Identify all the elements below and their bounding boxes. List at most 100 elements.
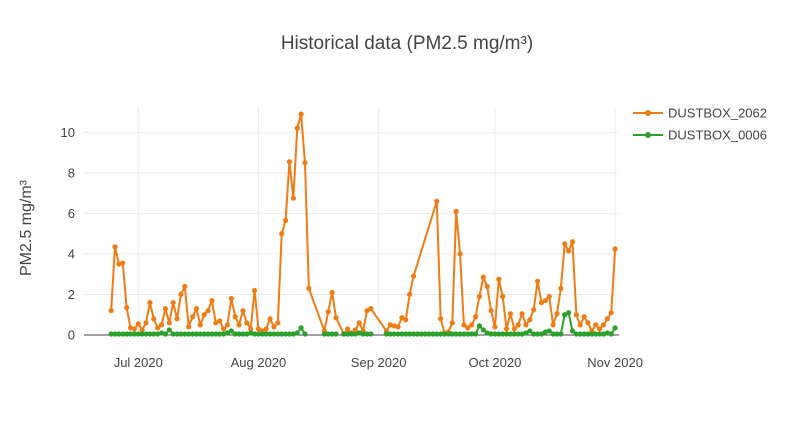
data-point[interactable] <box>255 326 262 332</box>
data-point[interactable] <box>538 331 545 337</box>
data-point[interactable] <box>426 331 432 337</box>
data-point[interactable] <box>457 251 463 257</box>
data-point[interactable] <box>143 320 149 326</box>
data-point[interactable] <box>248 326 254 332</box>
data-point[interactable] <box>383 331 389 337</box>
data-point[interactable] <box>174 331 180 337</box>
data-point[interactable] <box>224 322 231 328</box>
data-point[interactable] <box>151 316 157 322</box>
data-point[interactable] <box>449 320 455 326</box>
data-point[interactable] <box>503 331 510 337</box>
data-point[interactable] <box>360 331 366 337</box>
data-point[interactable] <box>507 331 514 337</box>
data-point[interactable] <box>550 322 556 328</box>
data-point[interactable] <box>197 322 203 328</box>
data-point[interactable] <box>453 208 459 214</box>
data-point[interactable] <box>131 326 137 332</box>
data-point[interactable] <box>251 287 258 294</box>
data-point[interactable] <box>480 327 486 333</box>
data-point[interactable] <box>201 312 207 318</box>
data-point[interactable] <box>189 331 196 337</box>
data-point[interactable] <box>341 331 347 337</box>
data-point[interactable] <box>515 322 521 328</box>
data-point[interactable] <box>348 331 355 337</box>
data-point[interactable] <box>461 331 467 337</box>
data-point[interactable] <box>182 283 188 289</box>
data-point[interactable] <box>286 159 293 165</box>
data-point[interactable] <box>515 331 521 337</box>
data-point[interactable] <box>488 308 494 314</box>
data-point[interactable] <box>531 331 537 337</box>
data-point[interactable] <box>147 299 153 306</box>
data-point[interactable] <box>461 322 467 328</box>
data-point[interactable] <box>345 326 351 332</box>
data-point[interactable] <box>263 326 269 332</box>
data-point[interactable] <box>329 331 335 337</box>
data-point[interactable] <box>166 327 172 333</box>
data-point[interactable] <box>597 331 603 337</box>
data-point[interactable] <box>589 331 595 337</box>
data-point[interactable] <box>294 330 300 336</box>
data-point[interactable] <box>213 320 219 326</box>
data-point[interactable] <box>612 246 618 252</box>
data-point[interactable] <box>407 291 413 298</box>
data-point[interactable] <box>213 331 219 337</box>
data-point[interactable] <box>585 320 591 326</box>
data-point[interactable] <box>511 326 517 332</box>
data-point[interactable] <box>391 331 397 337</box>
data-point[interactable] <box>112 244 118 250</box>
data-point[interactable] <box>593 322 599 328</box>
data-point[interactable] <box>135 331 141 337</box>
data-point[interactable] <box>228 295 234 302</box>
data-point[interactable] <box>469 322 475 328</box>
data-point[interactable] <box>186 331 192 337</box>
data-point[interactable] <box>193 331 200 337</box>
data-point[interactable] <box>259 331 265 337</box>
data-point[interactable] <box>434 331 440 337</box>
data-point[interactable] <box>286 331 293 337</box>
data-point[interactable] <box>496 276 502 282</box>
data-point[interactable] <box>127 331 134 337</box>
data-point[interactable] <box>120 260 126 266</box>
data-point[interactable] <box>597 326 603 332</box>
data-point[interactable] <box>484 283 490 289</box>
data-point[interactable] <box>251 331 258 337</box>
data-point[interactable] <box>279 331 285 337</box>
data-point[interactable] <box>368 331 374 337</box>
data-point[interactable] <box>480 274 486 280</box>
data-point[interactable] <box>403 331 409 337</box>
data-point[interactable] <box>182 331 188 337</box>
data-point[interactable] <box>302 160 308 166</box>
data-point[interactable] <box>418 331 424 337</box>
data-point[interactable] <box>403 317 409 323</box>
data-point[interactable] <box>178 331 184 337</box>
data-point[interactable] <box>236 322 242 328</box>
data-point[interactable] <box>558 285 564 291</box>
data-point[interactable] <box>581 314 587 320</box>
data-point[interactable] <box>465 325 471 331</box>
data-point[interactable] <box>271 324 277 330</box>
data-point[interactable] <box>263 331 269 337</box>
data-point[interactable] <box>131 331 137 337</box>
data-point[interactable] <box>178 291 184 298</box>
data-point[interactable] <box>271 331 277 337</box>
data-point[interactable] <box>279 231 285 237</box>
legend-item-dustbox_2062[interactable]: DUSTBOX_2062 <box>633 106 767 121</box>
data-point[interactable] <box>282 331 289 337</box>
data-point[interactable] <box>333 331 339 337</box>
data-point[interactable] <box>209 331 215 337</box>
data-point[interactable] <box>120 331 126 337</box>
data-point[interactable] <box>325 331 331 337</box>
data-point[interactable] <box>414 331 421 337</box>
data-point[interactable] <box>476 293 483 300</box>
data-point[interactable] <box>170 299 176 306</box>
data-point[interactable] <box>189 314 196 320</box>
data-point[interactable] <box>232 314 238 320</box>
data-point[interactable] <box>116 331 122 337</box>
data-point[interactable] <box>562 312 568 318</box>
data-point[interactable] <box>232 331 238 337</box>
data-point[interactable] <box>527 317 533 323</box>
data-point[interactable] <box>612 325 618 331</box>
data-point[interactable] <box>453 331 459 337</box>
data-point[interactable] <box>298 325 304 331</box>
